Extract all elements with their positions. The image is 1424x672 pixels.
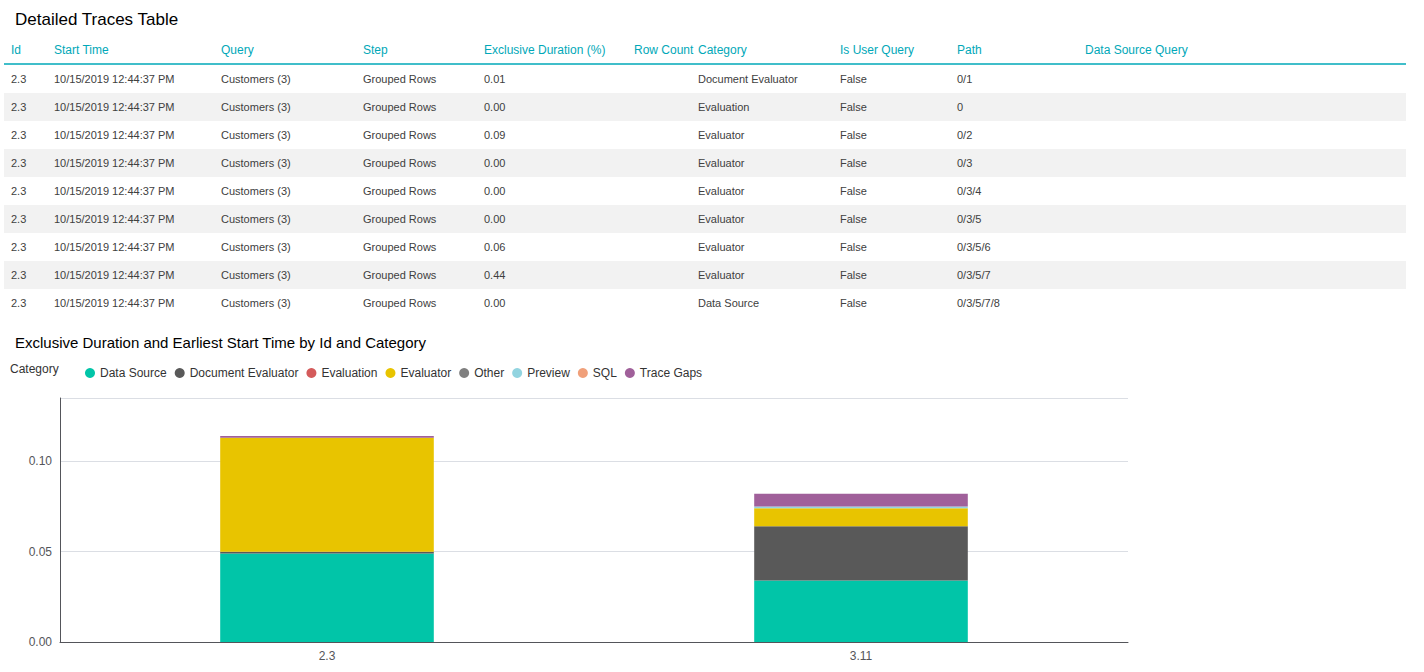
svg-text:Step: Step [363,43,388,57]
svg-text:0/3/5/7/8: 0/3/5/7/8 [957,297,1000,309]
svg-text:Customers (3): Customers (3) [221,129,291,141]
svg-text:0.05: 0.05 [29,545,53,559]
svg-text:0/3/5: 0/3/5 [957,213,981,225]
svg-text:Evaluator: Evaluator [698,129,745,141]
svg-text:Start Time: Start Time [54,43,109,57]
svg-text:False: False [840,129,867,141]
svg-text:10/15/2019 12:44:37 PM: 10/15/2019 12:44:37 PM [54,73,174,85]
svg-text:Customers (3): Customers (3) [221,157,291,169]
svg-text:2.3: 2.3 [11,129,26,141]
svg-text:Data Source Query: Data Source Query [1085,43,1188,57]
svg-text:Evaluator: Evaluator [698,241,745,253]
svg-text:3.11: 3.11 [850,649,873,663]
svg-text:2.3: 2.3 [11,157,26,169]
svg-text:Customers (3): Customers (3) [221,73,291,85]
svg-text:Document Evaluator: Document Evaluator [698,73,798,85]
svg-text:SQL: SQL [593,366,617,380]
svg-text:Data Source: Data Source [698,297,759,309]
svg-text:Id: Id [11,43,21,57]
svg-text:False: False [840,157,867,169]
svg-text:Grouped Rows: Grouped Rows [363,241,437,253]
svg-text:Grouped Rows: Grouped Rows [363,213,437,225]
svg-text:False: False [840,241,867,253]
svg-text:Customers (3): Customers (3) [221,241,291,253]
svg-text:0/3/4: 0/3/4 [957,185,981,197]
svg-text:False: False [840,73,867,85]
svg-text:False: False [840,101,867,113]
svg-text:2.3: 2.3 [11,185,26,197]
svg-text:0.09: 0.09 [484,129,505,141]
svg-text:2.3: 2.3 [11,297,26,309]
svg-text:2.3: 2.3 [11,73,26,85]
svg-text:Evaluation: Evaluation [698,101,749,113]
svg-text:0/3: 0/3 [957,157,972,169]
svg-text:10/15/2019 12:44:37 PM: 10/15/2019 12:44:37 PM [54,241,174,253]
svg-text:Evaluator: Evaluator [698,185,745,197]
svg-text:Evaluator: Evaluator [400,366,451,380]
svg-text:Grouped Rows: Grouped Rows [363,269,437,281]
svg-text:0.00: 0.00 [484,157,505,169]
svg-text:Document Evaluator: Document Evaluator [190,366,299,380]
svg-text:10/15/2019 12:44:37 PM: 10/15/2019 12:44:37 PM [54,185,174,197]
svg-text:Category: Category [10,362,59,376]
svg-text:0.00: 0.00 [29,635,53,649]
svg-text:Row Count: Row Count [634,43,694,57]
svg-text:2.3: 2.3 [319,649,336,663]
svg-text:Other: Other [474,366,504,380]
svg-text:0.00: 0.00 [484,185,505,197]
svg-text:Customers (3): Customers (3) [221,297,291,309]
svg-text:Customers (3): Customers (3) [221,213,291,225]
svg-text:0.00: 0.00 [484,101,505,113]
svg-text:0/1: 0/1 [957,73,972,85]
svg-text:0: 0 [957,101,963,113]
svg-text:0.44: 0.44 [484,269,505,281]
svg-text:10/15/2019 12:44:37 PM: 10/15/2019 12:44:37 PM [54,129,174,141]
svg-text:0/3/5/6: 0/3/5/6 [957,241,991,253]
svg-text:Exclusive Duration and Earlies: Exclusive Duration and Earliest Start Ti… [15,334,427,351]
svg-text:10/15/2019 12:44:37 PM: 10/15/2019 12:44:37 PM [54,269,174,281]
svg-text:10/15/2019 12:44:37 PM: 10/15/2019 12:44:37 PM [54,157,174,169]
svg-text:Evaluator: Evaluator [698,213,745,225]
svg-text:False: False [840,269,867,281]
svg-text:Customers (3): Customers (3) [221,185,291,197]
svg-text:0.01: 0.01 [484,73,505,85]
svg-text:Grouped Rows: Grouped Rows [363,185,437,197]
svg-text:Customers (3): Customers (3) [221,101,291,113]
svg-text:Path: Path [957,43,982,57]
svg-text:Evaluator: Evaluator [698,269,745,281]
svg-text:2.3: 2.3 [11,269,26,281]
svg-text:10/15/2019 12:44:37 PM: 10/15/2019 12:44:37 PM [54,101,174,113]
svg-text:Category: Category [698,43,747,57]
svg-text:0.06: 0.06 [484,241,505,253]
svg-text:Evaluation: Evaluation [321,366,377,380]
svg-text:Exclusive Duration (%): Exclusive Duration (%) [484,43,605,57]
svg-text:Grouped Rows: Grouped Rows [363,157,437,169]
svg-text:2.3: 2.3 [11,241,26,253]
svg-text:Grouped Rows: Grouped Rows [363,297,437,309]
svg-text:Grouped Rows: Grouped Rows [363,101,437,113]
svg-text:Data Source: Data Source [100,366,167,380]
svg-text:0/3/5/7: 0/3/5/7 [957,269,991,281]
svg-text:0/2: 0/2 [957,129,972,141]
svg-text:2.3: 2.3 [11,213,26,225]
svg-text:False: False [840,213,867,225]
svg-text:Query: Query [221,43,254,57]
svg-text:Is User Query: Is User Query [840,43,914,57]
svg-text:False: False [840,297,867,309]
svg-text:2.3: 2.3 [11,101,26,113]
svg-text:Trace Gaps: Trace Gaps [640,366,702,380]
svg-text:False: False [840,185,867,197]
svg-text:0.00: 0.00 [484,297,505,309]
svg-text:Preview: Preview [527,366,570,380]
svg-text:Detailed Traces Table: Detailed Traces Table [15,10,178,29]
svg-text:0.00: 0.00 [484,213,505,225]
svg-text:Evaluator: Evaluator [698,157,745,169]
svg-text:10/15/2019 12:44:37 PM: 10/15/2019 12:44:37 PM [54,213,174,225]
svg-text:Grouped Rows: Grouped Rows [363,73,437,85]
svg-text:10/15/2019 12:44:37 PM: 10/15/2019 12:44:37 PM [54,297,174,309]
svg-text:Grouped Rows: Grouped Rows [363,129,437,141]
svg-text:0.10: 0.10 [29,454,53,468]
svg-text:Customers (3): Customers (3) [221,269,291,281]
